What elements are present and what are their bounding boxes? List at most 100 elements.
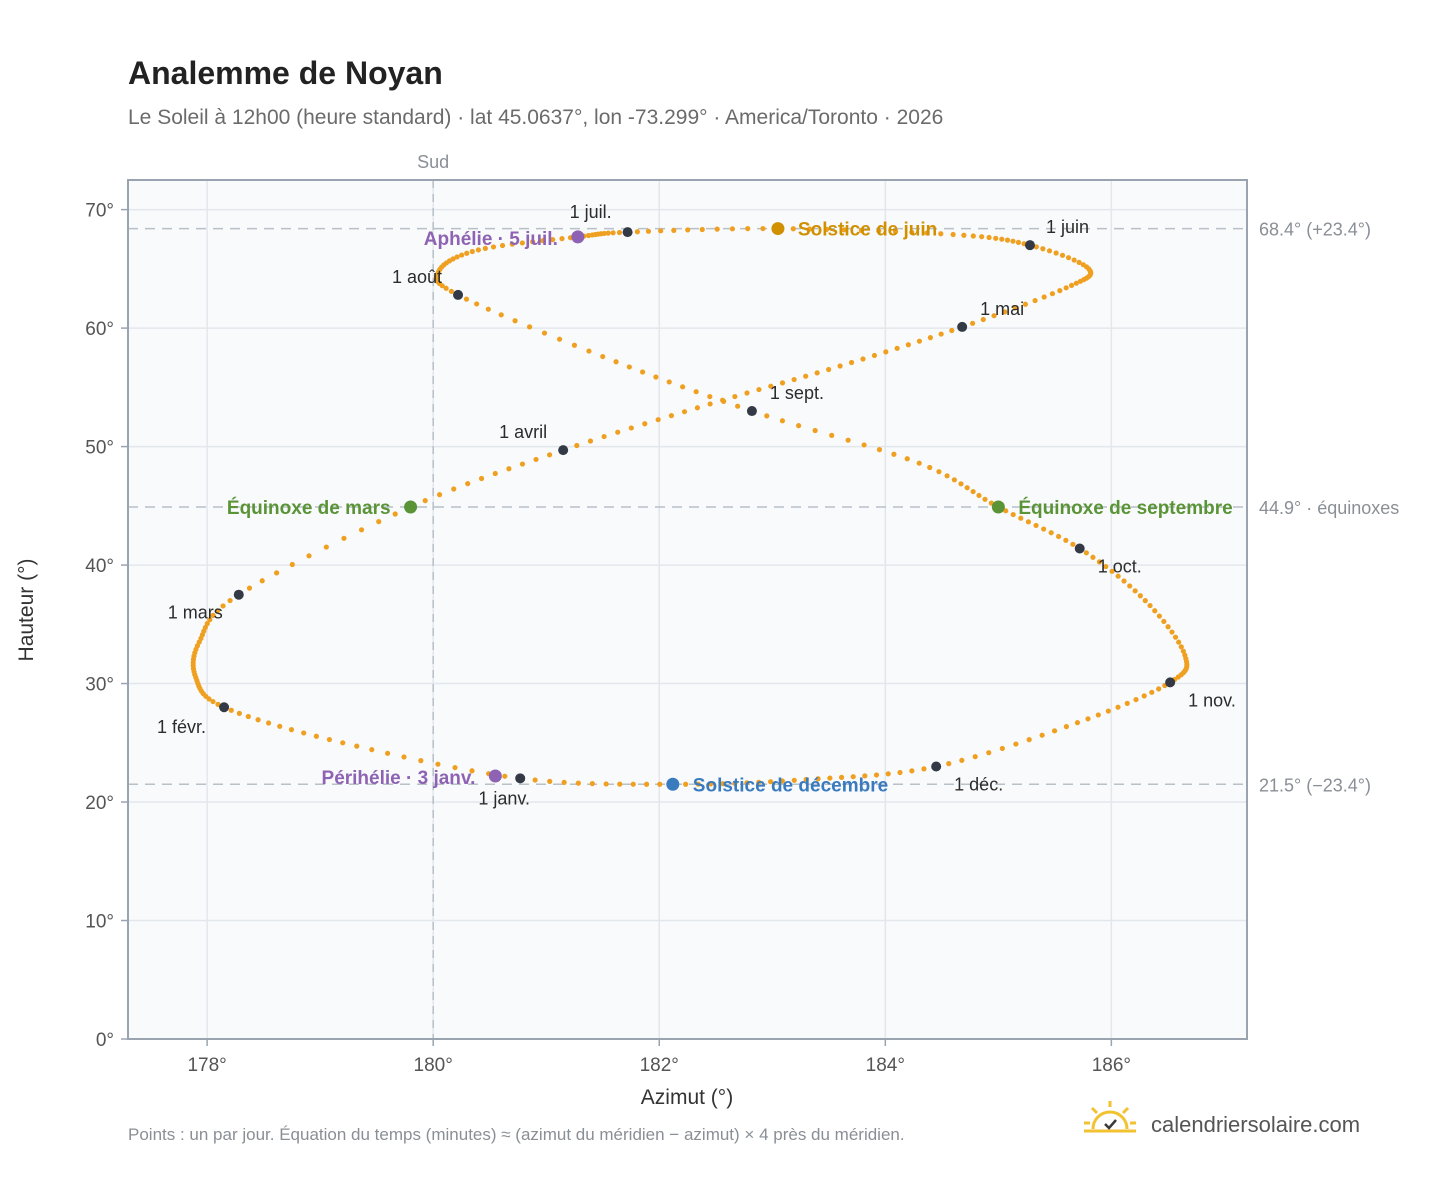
day-point (803, 776, 809, 783)
day-point (1063, 285, 1069, 291)
axis-ticks: 178° 180° 182° 184° 186° 0° 10° 20° 30° 40° 50° 60°… (85, 201, 1131, 1076)
month-markers: 1 janv. 1 févr. 1 mars 1 avril 1 mai 1 juin 1 … (157, 202, 1236, 808)
day-point (756, 779, 762, 785)
day-point (436, 492, 443, 498)
month-label: 1 janv. (478, 788, 530, 808)
day-point (986, 750, 992, 756)
day-point (1057, 288, 1063, 294)
month-label: 1 août (392, 267, 442, 287)
y-tick-label: 10° (85, 912, 114, 933)
day-point (485, 306, 491, 312)
day-point (1051, 728, 1058, 734)
day-point (498, 312, 504, 318)
day-point (841, 227, 847, 233)
day-point (791, 777, 797, 783)
day-point (277, 723, 283, 729)
day-point (707, 393, 713, 400)
plot-frame (127, 179, 1248, 1040)
day-point (829, 432, 835, 438)
month-label: 1 oct. (1098, 556, 1142, 576)
reference-label: 44.9° · équinoxes (1259, 498, 1399, 518)
day-point (642, 421, 648, 427)
day-point (729, 226, 736, 232)
day-point (924, 230, 930, 236)
day-point (1033, 522, 1039, 529)
day-point (526, 324, 533, 330)
day-point (1178, 644, 1184, 650)
day-point (502, 773, 508, 779)
day-point (979, 234, 985, 240)
day-point (916, 338, 923, 344)
day-point (909, 229, 915, 235)
day-point (1090, 554, 1096, 560)
x-tick-label: 180° (414, 1055, 453, 1076)
day-point (245, 713, 251, 720)
day-point (301, 730, 307, 736)
day-point (571, 342, 578, 348)
day-point (732, 780, 738, 786)
day-point (1152, 608, 1158, 614)
day-point (306, 553, 312, 559)
day-point (210, 612, 216, 618)
month-marker (1024, 240, 1035, 251)
day-point (1026, 737, 1032, 743)
day-point (883, 349, 889, 355)
day-point (490, 244, 497, 250)
day-point (1065, 255, 1072, 261)
day-point (1124, 700, 1130, 706)
day-point (657, 781, 663, 787)
day-point (707, 401, 713, 407)
day-point (876, 447, 883, 453)
day-point (699, 226, 705, 233)
day-point (1115, 573, 1121, 579)
day-point (695, 781, 701, 787)
day-point (1169, 629, 1175, 635)
day-point (452, 764, 458, 771)
month-marker (453, 289, 464, 300)
day-point (927, 335, 933, 341)
analemma-curve (190, 225, 1190, 787)
day-point (1095, 712, 1101, 718)
day-point (1053, 250, 1059, 256)
day-point (340, 740, 346, 746)
day-point (1022, 301, 1029, 307)
day-point (643, 781, 650, 787)
day-point (803, 373, 809, 379)
day-point (791, 376, 797, 383)
day-point (732, 393, 738, 400)
day-point (1165, 624, 1171, 630)
event-label: Équinoxe de mars (227, 497, 391, 519)
month-marker (515, 773, 526, 784)
footnote: Points : un par jour. Équation du temps … (128, 1125, 905, 1144)
day-point (1172, 634, 1179, 640)
day-point (680, 384, 686, 390)
day-point (574, 442, 580, 449)
x-tick-label: 186° (1092, 1055, 1131, 1076)
day-point (927, 464, 933, 471)
day-point (1180, 648, 1186, 654)
day-point (779, 418, 786, 424)
month-marker (219, 702, 230, 713)
day-point (492, 470, 498, 477)
month-label: 1 mars (168, 603, 223, 623)
day-point (1103, 563, 1109, 570)
day-point (1063, 537, 1069, 543)
day-point (603, 781, 609, 787)
day-point (384, 750, 391, 756)
day-point (613, 359, 619, 365)
day-point (671, 227, 677, 233)
day-point (796, 423, 802, 429)
plot-area (128, 180, 1247, 1039)
day-point (587, 438, 594, 444)
day-point (1002, 309, 1008, 315)
day-point (982, 496, 988, 502)
day-point (1132, 588, 1138, 594)
day-point (499, 242, 506, 249)
day-point (323, 544, 329, 550)
event-label: Solstice de décembre (693, 775, 888, 796)
day-point (812, 427, 818, 434)
day-point (418, 758, 424, 764)
day-point (1071, 257, 1077, 263)
day-point (871, 352, 878, 359)
